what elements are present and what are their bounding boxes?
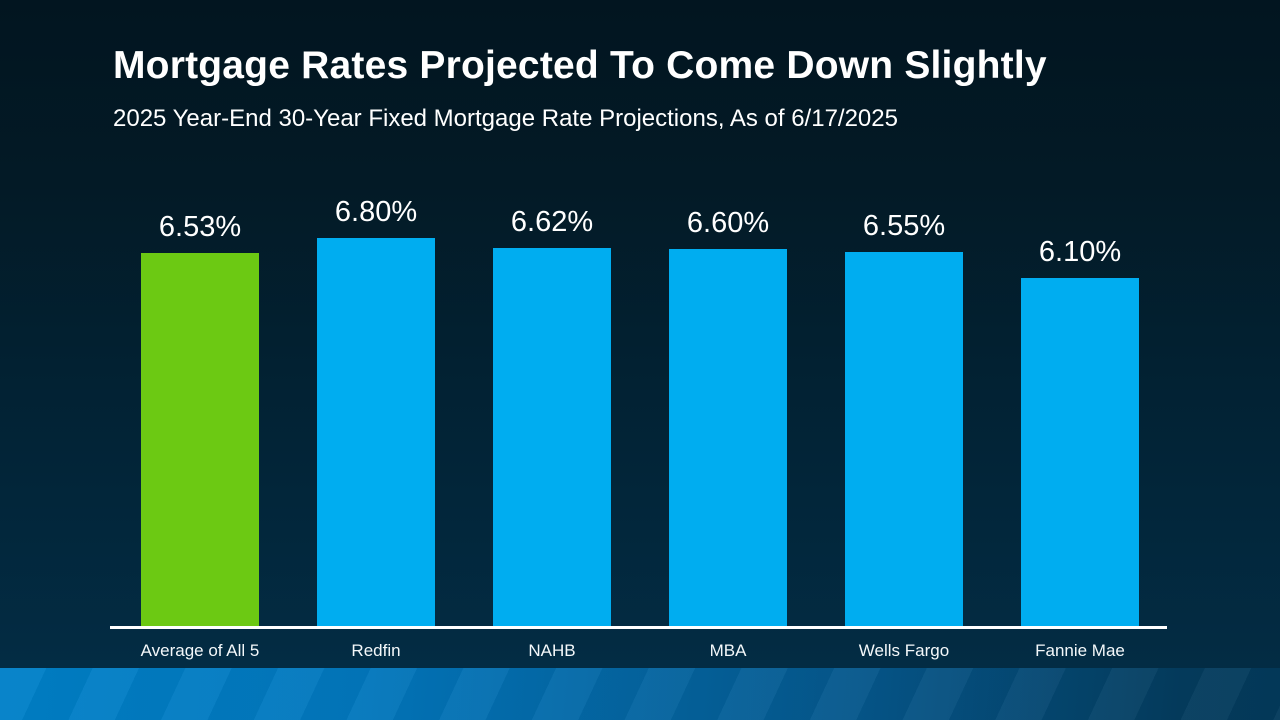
slide-header: Mortgage Rates Projected To Come Down Sl…	[113, 44, 1047, 133]
bar-value-label: 6.80%	[334, 196, 418, 228]
category-label-wells-fargo: Wells Fargo	[858, 641, 950, 660]
x-axis-line	[110, 626, 1167, 629]
bar-value-label: 6.53%	[158, 211, 242, 243]
bar-wells-fargo	[845, 252, 963, 626]
bar-mba	[669, 249, 787, 626]
footer-accent-band	[0, 668, 1280, 720]
category-label-fannie-mae: Fannie Mae	[1035, 641, 1125, 660]
bar-value-label: 6.55%	[862, 210, 946, 242]
category-label-redfin: Redfin	[351, 641, 401, 660]
bar-column-fannie-mae: 6.10%	[992, 186, 1168, 626]
bar-column-average-of-all-5: 6.53%	[112, 186, 288, 626]
bar-fannie-mae	[1021, 278, 1139, 626]
bar-nahb	[493, 248, 611, 626]
bar-column-nahb: 6.62%	[464, 186, 640, 626]
bar-average-of-all-5	[141, 253, 259, 626]
bar-redfin	[317, 238, 435, 626]
bar-column-redfin: 6.80%	[288, 186, 464, 626]
bar-value-label: 6.60%	[686, 207, 770, 239]
category-label-average-of-all-5: Average of All 5	[140, 641, 260, 660]
bar-value-label: 6.62%	[510, 206, 594, 238]
bar-column-wells-fargo: 6.55%	[816, 186, 992, 626]
category-label-nahb: NAHB	[528, 641, 576, 660]
bar-column-mba: 6.60%	[640, 186, 816, 626]
page-title: Mortgage Rates Projected To Come Down Sl…	[113, 44, 1047, 87]
category-label-row: Average of All 5 Redfin NAHB MBA Wells Fargo…	[112, 641, 1168, 661]
category-label-mba: MBA	[709, 641, 747, 660]
bar-value-label: 6.10%	[1038, 236, 1122, 268]
page-subtitle: 2025 Year-End 30-Year Fixed Mortgage Rat…	[113, 105, 898, 132]
bar-chart: 6.53% 6.80% 6.62% 6.60% 6.55% 6.10%	[112, 186, 1168, 626]
